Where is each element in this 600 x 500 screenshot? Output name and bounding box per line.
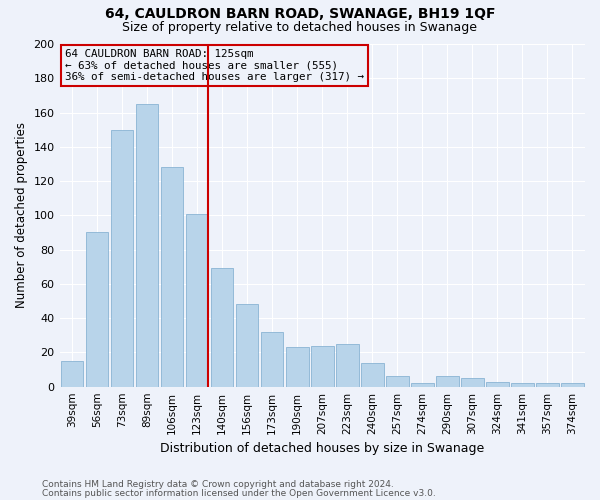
Bar: [461, 378, 484, 386]
Text: Contains public sector information licensed under the Open Government Licence v3: Contains public sector information licen…: [42, 488, 436, 498]
Text: Contains HM Land Registry data © Crown copyright and database right 2024.: Contains HM Land Registry data © Crown c…: [42, 480, 394, 489]
Text: 64, CAULDRON BARN ROAD, SWANAGE, BH19 1QF: 64, CAULDRON BARN ROAD, SWANAGE, BH19 1Q…: [105, 8, 495, 22]
Bar: [511, 384, 534, 386]
Bar: [236, 304, 259, 386]
Bar: [161, 168, 184, 386]
Bar: [536, 384, 559, 386]
Bar: [186, 214, 208, 386]
Bar: [386, 376, 409, 386]
Bar: [361, 362, 383, 386]
Bar: [336, 344, 359, 387]
Text: Size of property relative to detached houses in Swanage: Size of property relative to detached ho…: [122, 21, 478, 34]
Bar: [411, 384, 434, 386]
Bar: [486, 382, 509, 386]
X-axis label: Distribution of detached houses by size in Swanage: Distribution of detached houses by size …: [160, 442, 484, 455]
Text: 64 CAULDRON BARN ROAD: 125sqm
← 63% of detached houses are smaller (555)
36% of : 64 CAULDRON BARN ROAD: 125sqm ← 63% of d…: [65, 49, 364, 82]
Bar: [286, 348, 308, 387]
Bar: [86, 232, 109, 386]
Bar: [261, 332, 283, 386]
Bar: [311, 346, 334, 387]
Bar: [436, 376, 458, 386]
Bar: [136, 104, 158, 387]
Bar: [111, 130, 133, 386]
Bar: [61, 361, 83, 386]
Bar: [561, 384, 584, 386]
Y-axis label: Number of detached properties: Number of detached properties: [15, 122, 28, 308]
Bar: [211, 268, 233, 386]
